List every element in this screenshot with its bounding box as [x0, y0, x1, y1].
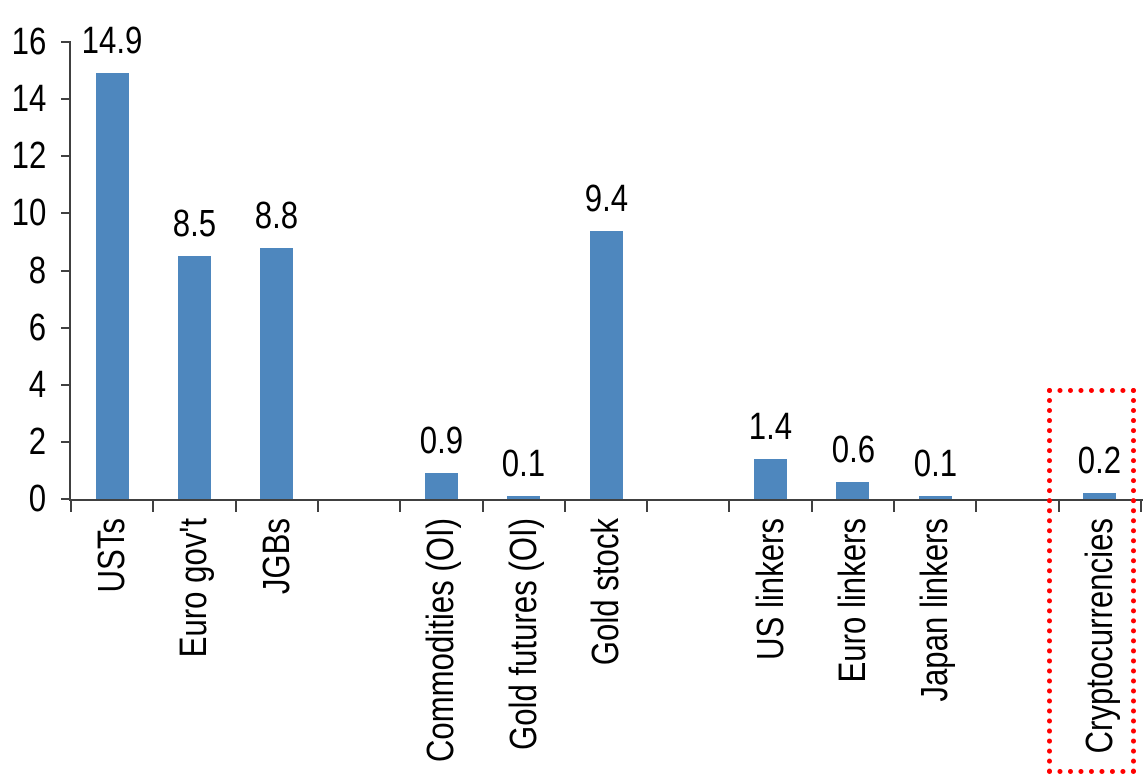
bar-value-label-usts: 14.9 [32, 21, 192, 61]
y-tick-label-6-text: 6 [28, 306, 46, 349]
y-axis-line [69, 41, 71, 501]
y-tick-label-14-text: 14 [11, 78, 46, 121]
y-tick-2 [61, 440, 71, 443]
x-tick-5 [481, 499, 484, 512]
bar-gold-stock [589, 230, 623, 499]
y-tick-4 [61, 383, 71, 386]
highlight-box-cryptocurrencies [1047, 388, 1136, 774]
bar-commodities-oi [424, 473, 458, 499]
x-category-label-euro-linkers: Euro linkers [831, 518, 874, 683]
x-category-label-gold-stock: Gold stock [585, 518, 627, 666]
bar-value-label-us-linkers-text: 1.4 [748, 406, 793, 449]
bar-value-label-us-linkers: 1.4 [691, 407, 851, 447]
x-category-label-japan-linkers: Japan linkers [914, 518, 957, 702]
y-tick-label-6: 6 [0, 308, 46, 348]
x-category-label-gold-futures-oi-text: Gold futures (OI) [502, 518, 545, 751]
bar-value-label-euro-linkers: 0.6 [773, 430, 933, 470]
y-tick-label-14: 14 [0, 79, 46, 119]
y-tick-label-12: 12 [0, 136, 46, 176]
x-tick-3 [316, 499, 319, 512]
x-category-label-gold-stock-text: Gold stock [585, 518, 627, 666]
y-tick-label-4: 4 [0, 365, 46, 405]
bar-value-label-cryptocurrencies-text: 0.2 [1078, 440, 1122, 483]
bar-japan-linkers [918, 496, 952, 499]
bar-value-label-gold-futures-oi-text: 0.1 [502, 443, 546, 486]
bar-value-label-commodities-oi-text: 0.9 [419, 420, 464, 463]
y-tick-10 [61, 212, 71, 215]
bar-cryptocurrencies [1083, 493, 1117, 499]
x-category-label-jgbs-text: JGBs [255, 518, 298, 595]
y-tick-label-12-text: 12 [11, 135, 46, 178]
x-tick-0 [70, 499, 72, 512]
bar-value-label-gold-futures-oi: 0.1 [444, 444, 604, 484]
x-category-label-us-linkers: US linkers [749, 518, 792, 660]
y-tick-6 [61, 326, 71, 329]
bar-value-label-japan-linkers: 0.1 [855, 444, 1015, 484]
y-tick-label-2: 2 [0, 422, 46, 462]
x-category-label-jgbs: JGBs [255, 518, 298, 595]
bar-value-label-euro-linkers-text: 0.6 [831, 428, 875, 471]
x-tick-10 [893, 499, 896, 512]
bar-value-label-commodities-oi: 0.9 [361, 421, 521, 461]
x-tick-2 [234, 499, 237, 512]
bar-gold-futures-oi [507, 496, 541, 499]
y-tick-0 [61, 498, 71, 500]
x-tick-1 [152, 499, 155, 512]
bar-value-label-jgbs-text: 8.8 [255, 194, 299, 237]
x-category-label-usts: USTs [91, 518, 134, 593]
x-category-label-euro-gov-t-text: Euro gov't [173, 518, 216, 658]
x-category-label-japan-linkers-text: Japan linkers [914, 518, 957, 702]
bar-euro-linkers [836, 481, 870, 499]
y-tick-label-10-text: 10 [11, 192, 46, 235]
y-tick-label-8-text: 8 [28, 249, 46, 292]
bar-value-label-cryptocurrencies: 0.2 [1020, 441, 1146, 481]
y-tick-14 [61, 98, 71, 101]
bar-us-linkers [754, 459, 788, 499]
x-category-label-euro-linkers-text: Euro linkers [831, 518, 874, 683]
bar-jgbs [260, 247, 294, 499]
y-tick-label-16-text: 16 [11, 21, 46, 64]
x-category-label-usts-text: USTs [91, 518, 134, 593]
x-category-label-commodities-oi: Commodities (OI) [420, 518, 463, 763]
y-tick-label-16: 16 [0, 22, 46, 62]
y-tick-label-4-text: 4 [28, 363, 46, 406]
y-tick-16 [61, 41, 71, 44]
bar-value-label-euro-gov-t: 8.5 [114, 204, 274, 244]
x-category-label-commodities-oi-text: Commodities (OI) [420, 518, 463, 763]
y-tick-12 [61, 155, 71, 158]
x-tick-6 [563, 499, 566, 512]
x-tick-7 [646, 499, 649, 512]
y-tick-label-0: 0 [0, 479, 46, 519]
y-tick-label-10: 10 [0, 193, 46, 233]
x-tick-12 [1057, 499, 1060, 512]
bar-value-label-usts-text: 14.9 [81, 20, 143, 63]
bar-value-label-japan-linkers-text: 0.1 [913, 443, 957, 486]
x-category-label-gold-futures-oi: Gold futures (OI) [502, 518, 545, 751]
x-tick-9 [810, 499, 813, 512]
y-tick-label-8: 8 [0, 251, 46, 291]
bar-value-label-euro-gov-t-text: 8.5 [172, 203, 217, 246]
y-tick-label-2-text: 2 [28, 420, 46, 463]
x-tick-13 [1140, 499, 1142, 512]
bar-value-label-gold-stock-text: 9.4 [584, 177, 628, 220]
x-category-label-us-linkers-text: US linkers [749, 518, 792, 660]
x-tick-11 [975, 499, 978, 512]
x-tick-4 [399, 499, 402, 512]
x-tick-8 [728, 499, 731, 512]
y-tick-label-0-text: 0 [28, 478, 46, 520]
x-axis-line [69, 499, 1143, 501]
bar-value-label-jgbs: 8.8 [197, 196, 357, 236]
x-category-label-euro-gov-t: Euro gov't [173, 518, 216, 658]
bar-euro-gov-t [177, 256, 211, 499]
bar-value-label-gold-stock: 9.4 [526, 179, 686, 219]
bar-usts [95, 73, 129, 499]
y-tick-8 [61, 269, 71, 272]
